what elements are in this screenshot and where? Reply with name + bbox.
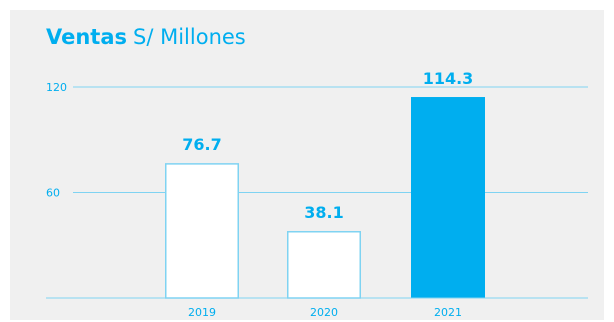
chart-title-main: Ventas bbox=[46, 25, 128, 49]
data-label-2019: 76.7 bbox=[182, 135, 221, 154]
data-label-2020: 38.1 bbox=[304, 203, 343, 222]
x-tick-label-2019: 2019 bbox=[188, 306, 216, 319]
bars bbox=[165, 97, 485, 299]
chart-title-unit: S/ Millones bbox=[133, 25, 246, 49]
x-tick-label-2020: 2020 bbox=[310, 306, 338, 319]
labels: 60 120 76.7 2019 38.1 2020 114.3 2021 bbox=[46, 69, 473, 319]
bar-2021 bbox=[411, 97, 485, 299]
gridlines bbox=[73, 86, 588, 193]
x-tick-label-2021: 2021 bbox=[434, 306, 462, 319]
bar-2020 bbox=[287, 231, 361, 299]
y-tick-label: 120 bbox=[46, 81, 67, 94]
bar-2019 bbox=[165, 163, 239, 299]
chart-title: Ventas S/ Millones bbox=[46, 27, 246, 48]
data-label-2021: 114.3 bbox=[423, 69, 474, 88]
y-tick-label: 60 bbox=[46, 187, 60, 200]
